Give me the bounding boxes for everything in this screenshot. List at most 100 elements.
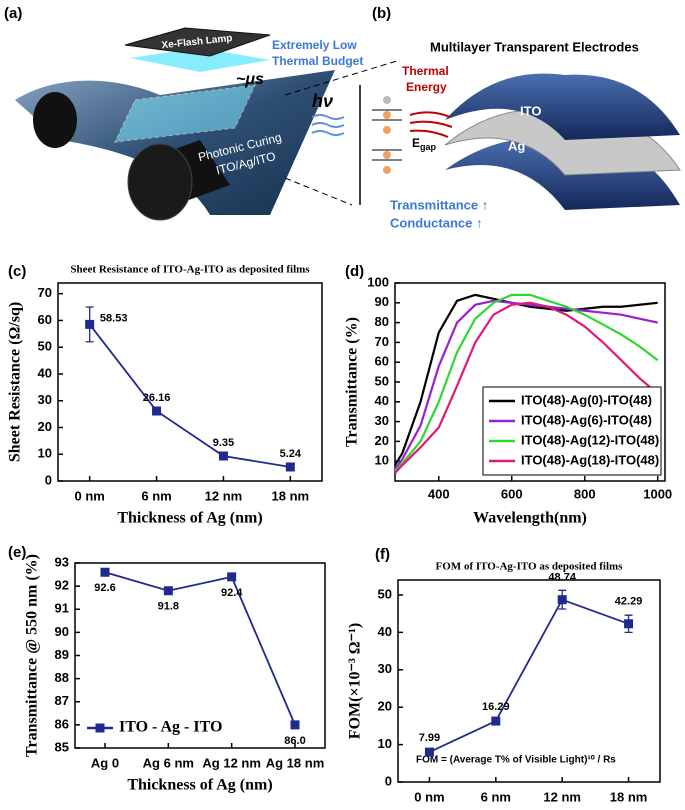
value-label: 92.6 <box>94 582 115 594</box>
value-label: 58.53 <box>100 312 128 324</box>
x-tick-label: 800 <box>574 486 596 501</box>
x-tick-label: 0 nm <box>75 488 105 503</box>
electron <box>383 96 391 104</box>
y-tick-label: 40 <box>378 624 392 639</box>
y-tick-label: 80 <box>375 314 389 329</box>
marker <box>491 716 501 726</box>
x-tick-label: 1000 <box>643 486 672 501</box>
legend-label: ITO - Ag - ITO <box>119 719 222 736</box>
series-line <box>88 323 291 468</box>
y-tick-label: 91 <box>55 601 69 616</box>
y-tick-label: 50 <box>378 586 392 601</box>
y-tick-label: 90 <box>375 294 389 309</box>
y-tick-label: 85 <box>55 739 69 754</box>
layer-label: ITO <box>520 103 541 118</box>
x-tick-label: 6 nm <box>481 789 511 804</box>
y-tick-label: 70 <box>375 334 389 349</box>
x-tick-label: 0 nm <box>414 789 444 804</box>
y-tick-label: 0 <box>45 472 52 487</box>
x-axis-label: Thickness of Ag (nm) <box>127 777 272 794</box>
x-tick-label: 18 nm <box>610 789 648 804</box>
budget-label: Thermal Budget <box>272 54 363 68</box>
marker <box>624 619 634 629</box>
x-tick-label: Ag 6 nm <box>143 755 194 770</box>
y-tick-label: 10 <box>375 453 389 468</box>
y-tick-label: 50 <box>38 339 52 354</box>
roller <box>33 92 77 148</box>
marker <box>163 586 173 596</box>
marker <box>85 319 95 329</box>
y-tick-label: 100 <box>367 274 389 289</box>
thermal-label: Energy <box>406 80 447 94</box>
legend-marker <box>95 723 105 733</box>
y-tick-label: 20 <box>38 419 52 434</box>
layer-ito <box>445 73 680 140</box>
value-label: 92.4 <box>221 587 243 599</box>
x-axis-label: Wavelength(nm) <box>473 510 587 527</box>
roller <box>127 143 193 221</box>
legend-label: ITO(48)-Ag(0)-ITO(48) <box>521 392 652 407</box>
panel-a: (a) Xe-Flash Lamp Extremely Low Thermal … <box>4 5 401 221</box>
pulse-label: ~μs <box>236 71 264 88</box>
photon-label: hν <box>312 91 333 111</box>
cured-area <box>114 84 256 143</box>
electron <box>383 151 391 159</box>
marker <box>557 595 567 605</box>
y-axis-label: Transmittance (%) <box>344 317 361 447</box>
value-label: 9.35 <box>213 437 234 449</box>
marker <box>290 720 300 730</box>
panel-label: (f) <box>375 546 390 563</box>
electron <box>383 126 391 134</box>
plot-frame <box>397 579 661 783</box>
y-axis-label: Transmittance @ 550 nm (%) <box>24 554 41 757</box>
value-label: 86.0 <box>284 735 305 747</box>
y-axis-label: Sheet Resistance (Ω/sq) <box>7 302 24 462</box>
marker <box>227 572 237 582</box>
layer-label: Ag <box>508 138 525 153</box>
effect-label: Transmittance ↑ <box>390 197 488 212</box>
y-tick-label: 60 <box>375 354 389 369</box>
chart-title: FOM of ITO-Ag-ITO as deposited films <box>436 561 624 573</box>
zoom-line <box>284 177 353 206</box>
heat-arrows <box>409 111 453 138</box>
band-lines <box>372 109 402 161</box>
panel-title: Multilayer Transparent Electrodes <box>430 39 639 54</box>
y-tick-label: 10 <box>378 736 392 751</box>
gap-label: Egap <box>412 136 437 152</box>
y-tick-label: 60 <box>38 312 52 327</box>
x-tick-label: 6 nm <box>141 488 171 503</box>
y-tick-label: 88 <box>55 670 69 685</box>
electron <box>383 111 391 119</box>
value-label: 16.29 <box>482 701 510 713</box>
zoom-line <box>284 59 401 96</box>
y-tick-label: 89 <box>55 647 69 662</box>
x-axis-label: Thickness of Ag (nm) <box>117 510 262 527</box>
legend-label: ITO(48)-Ag(12)-ITO(48) <box>521 432 659 447</box>
lamp-glow <box>130 48 270 72</box>
film <box>15 70 335 215</box>
series-line <box>104 571 296 726</box>
value-label: 7.99 <box>419 732 440 744</box>
y-tick-label: 10 <box>38 446 52 461</box>
y-axis-label: FOM(×10⁻³ Ω⁻¹) <box>347 623 364 739</box>
value-label: 26.16 <box>143 392 171 404</box>
marker <box>424 747 434 757</box>
x-tick-label: 12 nm <box>543 789 581 804</box>
x-tick-label: 18 nm <box>272 488 310 503</box>
photon-arrows <box>311 114 345 136</box>
y-tick-label: 40 <box>375 393 389 408</box>
x-tick-label: 600 <box>501 486 523 501</box>
budget-label: Extremely Low <box>272 38 357 52</box>
series-line <box>394 293 659 472</box>
legend-label: ITO(48)-Ag(18)-ITO(48) <box>521 452 659 467</box>
y-tick-label: 50 <box>375 373 389 388</box>
value-label: 91.8 <box>158 601 179 613</box>
x-tick-label: Ag 12 nm <box>202 755 261 770</box>
y-tick-label: 86 <box>55 716 69 731</box>
series-line <box>394 301 659 474</box>
x-tick-label: Ag 0 <box>91 755 119 770</box>
y-tick-label: 0 <box>385 773 392 788</box>
value-label: 5.24 <box>280 448 302 460</box>
y-tick-label: 30 <box>38 392 52 407</box>
y-tick-label: 92 <box>55 578 69 593</box>
